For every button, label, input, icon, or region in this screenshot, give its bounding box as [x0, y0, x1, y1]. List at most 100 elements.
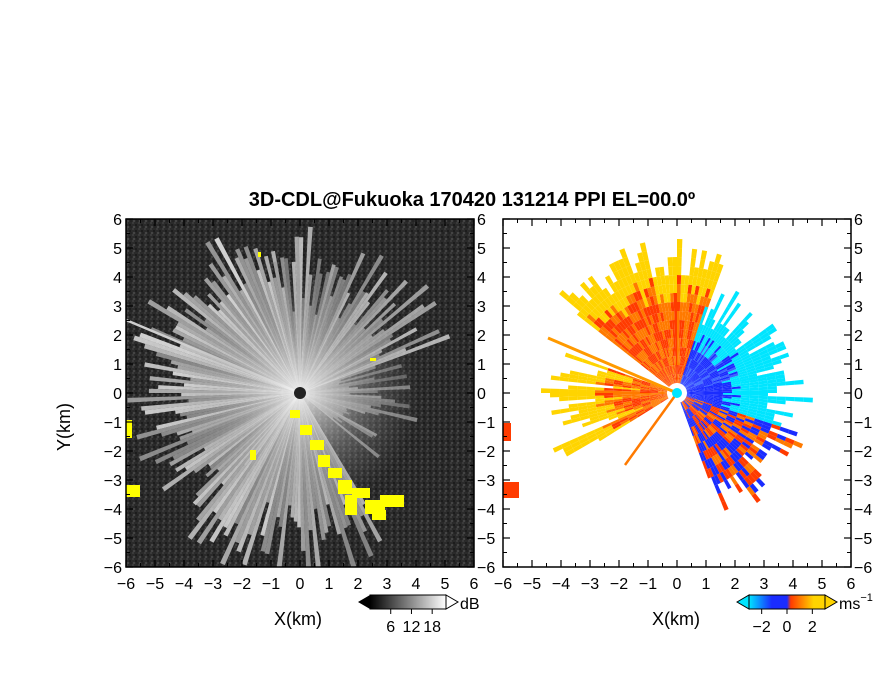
- velocity-cell: [691, 375, 700, 382]
- velocity-cell: [584, 317, 594, 326]
- velocity-cell: [710, 408, 720, 414]
- velocity-cell: [624, 374, 634, 379]
- velocity-cell: [712, 421, 721, 429]
- velocity-cell: [605, 406, 615, 411]
- velocity-cell: [669, 375, 674, 384]
- velocity-cell: [689, 372, 697, 380]
- velocity-cell: [730, 377, 740, 382]
- velocity-cell: [590, 361, 600, 368]
- velocity-cell: [699, 277, 706, 288]
- velocity-cell: [710, 423, 718, 432]
- velocity-cell: [682, 376, 688, 385]
- velocity-cell: [579, 436, 589, 445]
- velocity-cell: [686, 393, 696, 394]
- velocity-cell: [712, 381, 722, 386]
- velocity-cell: [665, 377, 672, 386]
- velocity-cell: [727, 430, 737, 438]
- velocity-cell: [723, 359, 733, 366]
- velocity-cell: [746, 413, 756, 419]
- velocity-cell: [704, 398, 714, 402]
- velocity-cell: [680, 329, 684, 339]
- velocity-cell: [704, 386, 714, 390]
- velocity-cell: [697, 286, 704, 296]
- velocity-cell: [632, 291, 640, 302]
- velocity-cell: [707, 352, 716, 360]
- velocity-cell: [665, 329, 670, 339]
- x-tick-label: −5: [146, 576, 164, 593]
- velocity-cell: [661, 339, 666, 349]
- velocity-cell: [634, 406, 644, 412]
- velocity-cell: [734, 360, 744, 367]
- velocity-cell: [649, 354, 657, 364]
- velocity-cell: [704, 394, 714, 397]
- velocity-cell: [695, 390, 705, 392]
- velocity-cell: [613, 260, 622, 271]
- velocity-cell: [700, 325, 707, 335]
- velocity-cell: [577, 375, 588, 381]
- velocity-cell: [607, 368, 617, 374]
- velocity-cell: [679, 347, 682, 357]
- velocity-cell: [712, 262, 720, 273]
- x-tick-label: 3: [760, 576, 769, 593]
- velocity-cell: [695, 342, 702, 352]
- velocity-cell: [767, 327, 778, 336]
- velocity-cell: [682, 401, 688, 410]
- velocity-cell: [707, 448, 714, 458]
- velocity-cell: [595, 378, 606, 383]
- velocity-cell: [623, 404, 633, 409]
- velocity-cell: [588, 435, 599, 443]
- velocity-cell: [590, 418, 600, 425]
- y-tick-label-right: 1: [477, 357, 486, 374]
- velocity-cell: [707, 308, 715, 319]
- velocity-cell: [612, 314, 621, 324]
- velocity-edge-patch: [503, 482, 519, 498]
- velocity-cell: [605, 404, 615, 409]
- velocity-cell: [724, 434, 733, 442]
- velocity-cell: [731, 394, 741, 398]
- velocity-cell: [705, 428, 713, 437]
- velocity-cell: [682, 366, 686, 375]
- velocity-cell: [694, 364, 702, 373]
- velocity-cell: [579, 308, 590, 318]
- velocity-cell: [694, 400, 703, 406]
- velocity-cell: [695, 388, 705, 391]
- velocity-cell: [586, 395, 596, 400]
- velocity-cell: [641, 380, 651, 385]
- velocity-cell: [761, 424, 771, 431]
- velocity-cell: [686, 368, 692, 377]
- velocity-cell: [737, 458, 747, 468]
- velocity-cell: [787, 429, 798, 437]
- velocity-cell: [691, 416, 698, 425]
- velocity-cell: [686, 393, 696, 395]
- velocity-cell: [684, 410, 689, 419]
- velocity-cell: [667, 338, 671, 348]
- velocity-cell: [564, 352, 575, 360]
- velocity-cell: [677, 266, 682, 276]
- velocity-cell: [695, 384, 704, 388]
- velocity-cell: [730, 379, 741, 384]
- velocity-cell: [664, 275, 670, 285]
- velocity-cell: [700, 407, 710, 413]
- velocity-cell: [702, 379, 712, 384]
- velocity-cell: [647, 345, 654, 354]
- velocity-cell: [694, 363, 701, 372]
- velocity-cell: [632, 400, 642, 405]
- velocity-cell: [745, 364, 755, 371]
- velocity-cell: [716, 348, 725, 357]
- velocity-cell: [695, 365, 703, 373]
- velocity-cell: [616, 411, 627, 417]
- velocity-cell: [709, 319, 716, 329]
- velocity-cell: [656, 350, 662, 360]
- velocity-cell: [664, 367, 670, 376]
- velocity-cell: [622, 330, 631, 339]
- y-tick-label-right: −3: [854, 473, 872, 490]
- velocity-cell: [616, 300, 625, 311]
- velocity-cell: [618, 334, 627, 343]
- velocity-cell: [586, 377, 597, 382]
- velocity-cell: [613, 396, 623, 400]
- velocity-cell: [695, 397, 705, 401]
- velocity-cell: [684, 329, 689, 339]
- velocity-cell: [667, 302, 672, 312]
- velocity-cell: [707, 289, 715, 300]
- velocity-cell: [738, 429, 749, 437]
